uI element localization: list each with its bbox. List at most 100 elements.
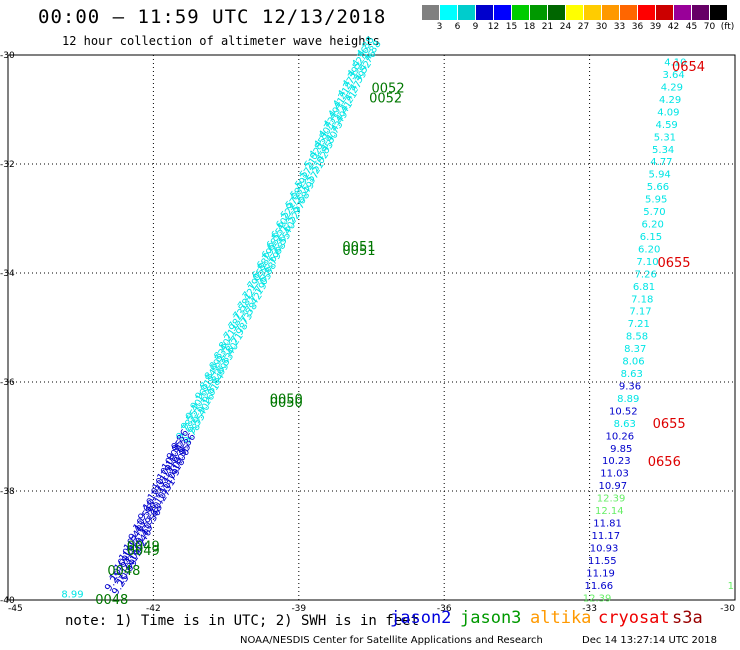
time-label: 0049	[127, 540, 160, 555]
time-label: 0051	[342, 240, 375, 255]
swh-value-column: 7.26	[635, 269, 657, 280]
swh-value-column: 5.66	[647, 182, 669, 193]
scale-swatch	[566, 5, 583, 20]
scale-swatch	[494, 5, 511, 20]
scale-swatch	[440, 5, 457, 20]
swh-value-column: 8.63	[614, 419, 636, 430]
swh-value-column: 11.03	[600, 469, 629, 480]
scale-label: 21	[541, 22, 554, 32]
swh-value-column: 11.19	[586, 568, 615, 579]
swh-value-column: 4.10	[664, 58, 686, 69]
x-tick-label: -45	[8, 604, 23, 614]
scale-label: 27	[577, 22, 590, 32]
time-label: 0655	[653, 417, 686, 432]
swh-value-column: 11.55	[588, 556, 617, 567]
swh-value-column: 8.63	[621, 369, 643, 380]
scale-swatch	[692, 5, 709, 20]
footer-credit: NOAA/NESDIS Center for Satellite Applica…	[240, 635, 543, 646]
x-tick-label: -42	[146, 604, 161, 614]
swh-value-column: 10.93	[590, 543, 619, 554]
scale-label: 15	[505, 22, 518, 32]
scale-label: 45	[685, 22, 698, 32]
time-label: 0656	[648, 455, 681, 470]
time-label: 0050	[270, 392, 303, 407]
swh-value-column: 6.15	[640, 232, 662, 243]
x-tick-label: -39	[291, 604, 306, 614]
swh-value-column: 7.17	[629, 307, 651, 318]
time-label: 0052	[372, 82, 405, 97]
generation-timestamp: Dec 14 13:27:14 UTC 2018	[582, 635, 717, 646]
scale-swatch	[422, 5, 439, 20]
scale-label: 6	[454, 22, 461, 32]
scale-swatch	[584, 5, 601, 20]
swh-value-column: 4.09	[657, 107, 679, 118]
scale-label: 18	[523, 22, 536, 32]
scale-swatch	[674, 5, 691, 20]
x-tick-label: -36	[437, 604, 452, 614]
swh-value-column: 5.94	[649, 170, 671, 181]
legend-cryosat: cryosat	[598, 608, 670, 628]
scale-label: (ft)	[720, 22, 735, 32]
swh-value-column: 6.20	[638, 244, 660, 255]
swh-value-column: 11.17	[592, 531, 621, 542]
x-tick-label: -30	[720, 604, 735, 614]
scale-swatch	[710, 5, 727, 20]
swh-value-column: 12.14	[595, 506, 624, 517]
scale-swatch	[530, 5, 547, 20]
note-text: note: 1) Time is in UTC; 2) SWH is in fe…	[65, 613, 420, 629]
y-tick-label: -38	[0, 487, 15, 497]
legend-altika: altika	[530, 608, 592, 628]
map-subtitle: 12 hour collection of altimeter wave hei…	[62, 34, 380, 48]
scale-label: 70	[703, 22, 716, 32]
scale-swatch	[458, 5, 475, 20]
legend-jason2: jason2	[390, 608, 452, 628]
scale-label: 33	[613, 22, 626, 32]
swh-value-column: 10.23	[602, 456, 631, 467]
scale-swatch	[548, 5, 565, 20]
scale-swatch	[602, 5, 619, 20]
swh-value-column: 7.18	[631, 294, 653, 305]
time-label: 0654	[672, 60, 705, 75]
swh-value-column: 9.36	[619, 381, 641, 392]
time-label: 0052	[369, 92, 402, 107]
swh-value-column: 11.66	[585, 581, 614, 592]
time-label: 0048	[107, 564, 140, 579]
time-label: 0655	[657, 256, 690, 271]
y-tick-label: -40	[0, 596, 15, 606]
swh-value-column: 8.58	[626, 332, 648, 343]
map-frame	[7, 54, 736, 601]
swh-value-column: 11.81	[593, 519, 622, 530]
swh-value-column: 12.39	[583, 593, 612, 604]
scale-label: 12	[487, 22, 500, 32]
swh-value-column: 5.31	[654, 132, 676, 143]
swh-value-column: 12.39	[597, 494, 626, 505]
scale-swatch	[512, 5, 529, 20]
time-label: 0050	[270, 396, 303, 411]
scale-swatch	[656, 5, 673, 20]
scale-swatch	[638, 5, 655, 20]
swh-value-column: 10.97	[598, 481, 627, 492]
x-tick-label: -33	[582, 604, 597, 614]
swh-value-column: 10.52	[609, 406, 638, 417]
swh-value-column: 9.85	[610, 444, 632, 455]
swh-value-column: 6.20	[642, 220, 664, 231]
time-label: 0049	[127, 544, 160, 559]
y-tick-label: -34	[0, 269, 15, 279]
y-tick-label: -30	[0, 51, 15, 61]
y-tick-label: -32	[0, 160, 15, 170]
swh-value-column: 5.34	[652, 145, 674, 156]
scale-label: 42	[667, 22, 680, 32]
legend-s3a: s3a	[672, 608, 703, 628]
scale-label: 30	[595, 22, 608, 32]
swh-value-column: 5.95	[645, 195, 667, 206]
swh-value-column: 8.37	[624, 344, 646, 355]
map-title: 00:00 – 11:59 UTC 12/13/2018	[38, 6, 387, 28]
swh-value-column: 8.06	[622, 357, 644, 368]
scale-swatch	[620, 5, 637, 20]
scale-label: 24	[559, 22, 572, 32]
legend-jason3: jason3	[460, 608, 522, 628]
swh-value-column: 10.26	[605, 431, 634, 442]
swh-value-column: 4.59	[656, 120, 678, 131]
swh-value-column: 4.77	[650, 157, 672, 168]
